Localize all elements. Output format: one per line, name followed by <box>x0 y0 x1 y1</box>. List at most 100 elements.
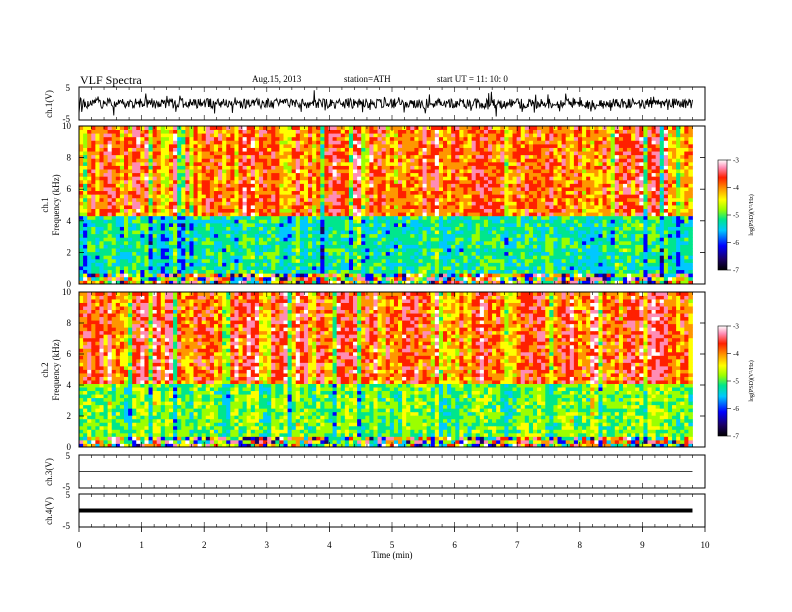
spectrogram-cell <box>377 262 383 267</box>
spectrogram-cell <box>647 215 652 220</box>
spectrogram-cell <box>87 273 92 278</box>
spectrogram-cell <box>672 208 677 213</box>
spectrogram-cell <box>340 194 346 199</box>
spectrogram-cell <box>475 205 481 209</box>
spectrogram-cell <box>291 251 297 256</box>
spectrogram-cell <box>385 233 391 238</box>
spectrogram-cell <box>119 179 125 184</box>
spectrogram-cell <box>561 273 567 278</box>
spectrogram-cell <box>573 266 579 271</box>
spectrogram-cell <box>467 237 473 242</box>
spectrogram-cell <box>324 179 329 184</box>
spectrogram-cell <box>508 208 513 213</box>
spectrogram-cell <box>128 172 133 177</box>
spectrogram-cell <box>463 187 468 192</box>
spectrogram-cell <box>291 197 297 202</box>
spectrogram-cell <box>500 215 505 220</box>
spectrogram-cell <box>361 280 366 284</box>
spectrogram-cell <box>140 266 145 271</box>
spectrogram-cell <box>406 280 411 284</box>
spectrogram-cell <box>369 187 374 192</box>
spectrogram-cell <box>128 233 133 238</box>
spectrogram-cell <box>643 176 648 181</box>
spectrogram-cell <box>263 255 268 260</box>
spectrogram-cell <box>610 273 616 278</box>
spectrogram-cell <box>618 248 624 253</box>
spectrogram-cell <box>328 165 333 170</box>
spectrogram-cell <box>275 233 280 238</box>
spectrogram-cell <box>508 219 513 224</box>
spectrogram-cell <box>434 176 440 181</box>
spectrogram-cell <box>132 269 137 274</box>
spectrogram-cell <box>267 269 272 274</box>
spectrogram-cell <box>610 201 616 206</box>
spectrogram-cell <box>447 176 452 181</box>
spectrogram-cell <box>119 169 125 174</box>
spectrogram-cell <box>565 255 571 260</box>
spectrogram-cell <box>479 179 485 184</box>
spectrogram-cell <box>99 258 104 263</box>
spectrogram-cell <box>471 205 477 209</box>
spectrogram-cell <box>283 176 288 181</box>
spectrogram-cell <box>422 273 428 278</box>
spectrogram-cell <box>500 222 505 227</box>
spectrogram-cell <box>95 187 100 192</box>
spectrogram-cell <box>590 240 595 245</box>
spectrogram-cell <box>115 176 121 181</box>
spectrogram-cell <box>422 262 428 267</box>
spectrogram-cell <box>532 237 538 242</box>
spectrogram-cell <box>197 187 203 192</box>
spectrogram-cell <box>639 222 644 227</box>
spectrogram-cell <box>271 165 276 170</box>
spectrogram-cell <box>279 201 284 206</box>
spectrogram-cell <box>516 226 522 231</box>
spectrogram-cell <box>164 197 170 202</box>
spectrogram-cell <box>348 280 354 284</box>
spectrogram-cell <box>398 197 403 202</box>
spectrogram-cell <box>373 219 378 224</box>
spectrogram-cell <box>254 237 260 242</box>
spectrogram-cell <box>447 190 452 195</box>
spectrogram-cell <box>479 165 485 170</box>
spectrogram-cell <box>312 276 317 281</box>
spectrogram-cell <box>393 165 399 170</box>
spectrogram-cell <box>291 205 297 209</box>
spectrogram-cell <box>663 187 669 192</box>
spectrogram-cell <box>442 240 448 245</box>
spectrogram-cell <box>598 233 603 238</box>
spectrogram-cell <box>132 226 137 231</box>
spectrogram-cell <box>516 244 522 249</box>
spectrogram-cell <box>520 165 526 170</box>
spectrogram-cell <box>651 280 657 284</box>
spectrogram-cell <box>234 258 239 263</box>
spectrogram-cell <box>107 244 113 249</box>
spectrogram-cell <box>344 219 350 224</box>
spectrogram-cell <box>577 194 583 199</box>
spectrogram-cell <box>283 273 288 278</box>
spectrogram-cell <box>83 269 88 274</box>
spectrogram-cell <box>557 276 563 281</box>
spectrogram-cell <box>168 240 174 245</box>
spectrogram-cell <box>193 269 199 274</box>
spectrogram-cell <box>99 237 104 242</box>
spectrogram-cell <box>610 194 616 199</box>
spectrogram-cell <box>230 222 235 227</box>
spectrogram-cell <box>312 172 317 177</box>
spectrogram-cell <box>193 276 199 281</box>
spectrogram-cell <box>418 176 423 181</box>
spectrogram-cell <box>398 219 403 224</box>
spectrogram-cell <box>451 183 456 188</box>
spectrogram-cell <box>357 212 362 217</box>
spectrogram-cell <box>393 201 399 206</box>
spectrogram-cell <box>639 172 644 177</box>
spectrogram-cell <box>582 205 587 209</box>
spectrogram-cell <box>565 248 571 253</box>
spectrogram-cell <box>500 248 505 253</box>
spectrogram-cell <box>115 208 121 213</box>
spectrogram-cell <box>586 205 591 209</box>
spectrogram-cell <box>119 226 125 231</box>
spectrogram-cell <box>545 165 550 170</box>
spectrogram-cell <box>353 273 358 278</box>
spectrogram-cell <box>467 190 473 195</box>
spectrogram-cell <box>226 244 231 249</box>
